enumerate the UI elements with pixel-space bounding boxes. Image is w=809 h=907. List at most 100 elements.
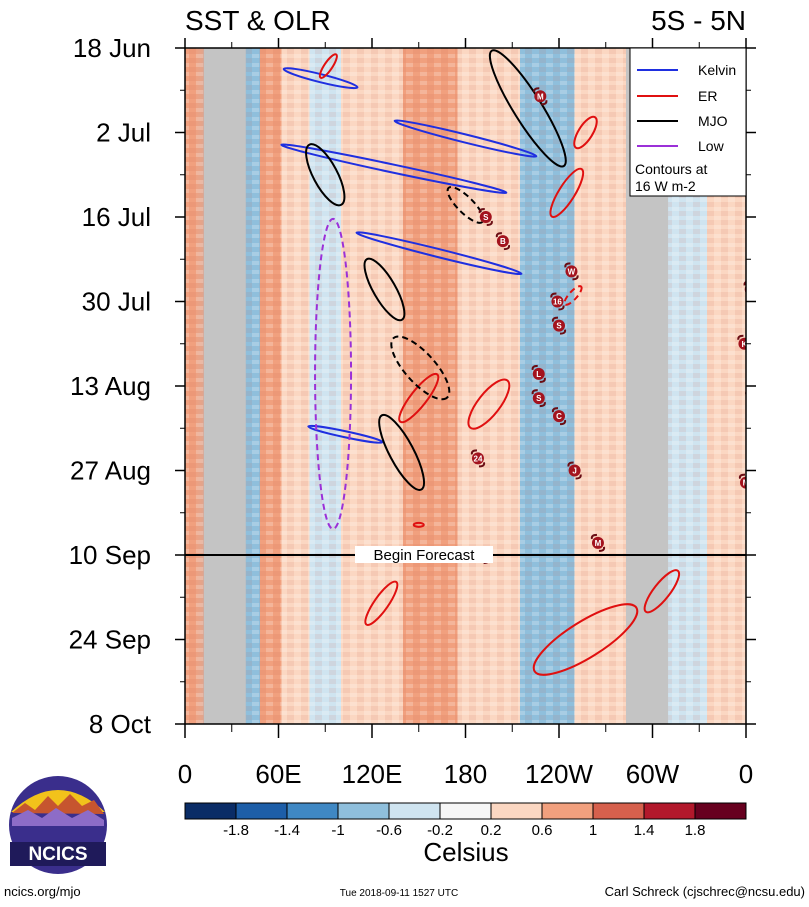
footer-site: ncics.org/mjo: [4, 884, 81, 899]
storm-label: O: [772, 515, 778, 524]
storm-label: L: [536, 370, 541, 379]
footer-author: Carl Schreck (cjschrec@ncsu.edu): [605, 884, 805, 899]
er-contour: [467, 378, 511, 430]
y-tick-label: 27 Aug: [70, 456, 151, 486]
storm-label: W: [568, 267, 576, 276]
colorbar-swatch: [643, 802, 696, 820]
storm-arm-icon: [551, 316, 559, 322]
kelvin-contour: [282, 67, 359, 90]
logo-text: NCICS: [28, 844, 87, 865]
colorbar-tick-label: -0.6: [376, 822, 402, 839]
storm-arm-icon: [777, 523, 782, 527]
storm-marker: J: [801, 330, 809, 346]
er-contour: [412, 521, 425, 528]
er-contour: [549, 167, 585, 218]
storm-label: J: [805, 334, 809, 343]
storm-label: S: [556, 322, 562, 331]
storm-arm-icon: [533, 87, 540, 93]
storm-icon: [479, 211, 492, 223]
colorbar-tick-label: 0.6: [532, 822, 553, 839]
storm-arm-icon: [738, 473, 746, 479]
colorbar-unit: Celsius: [423, 837, 508, 867]
storm-marker: N: [768, 487, 780, 503]
forecast-label: Begin Forecast: [374, 547, 476, 564]
storm-arm-icon: [752, 293, 757, 297]
colorbar-swatch: [235, 802, 288, 820]
x-tick-label: 0: [739, 759, 753, 789]
storm-icon: [496, 235, 509, 248]
colorbar-tick-label: 1.8: [685, 822, 706, 839]
er-contour: [573, 115, 598, 150]
storm-marker: M: [590, 533, 606, 552]
series-low: [314, 217, 353, 530]
low-contour: [314, 217, 353, 530]
colorbar-swatch: [184, 802, 237, 820]
storm-marker: K: [737, 334, 746, 353]
x-axis: 0 60E 120E 180 120W 60W 0: [178, 38, 753, 789]
storm-arm-icon: [567, 461, 574, 467]
y-tick-label: 30 Jul: [82, 287, 151, 317]
storm-label: 24: [474, 454, 483, 463]
legend-note-line1: Contours at: [635, 161, 707, 177]
storm-label: G: [748, 285, 754, 294]
storm-marker: L: [745, 390, 758, 406]
storm-icon: [532, 392, 545, 405]
storm-label: J: [572, 467, 576, 476]
legend-label-er: ER: [698, 88, 717, 104]
storm-arm-icon: [801, 330, 806, 334]
er-contour: [563, 285, 583, 306]
storm-arm-icon: [775, 499, 780, 503]
storm-arm-icon: [559, 329, 567, 335]
kelvin-contour: [280, 143, 508, 194]
y-tick-label: 16 Jul: [82, 202, 151, 232]
storm-icon: [746, 392, 758, 404]
storm-icon: [532, 367, 545, 380]
storm-marker: O: [769, 511, 781, 527]
storm-arm-icon: [551, 407, 559, 413]
storm-label: S: [536, 394, 542, 403]
storm-arm-icon: [753, 402, 758, 406]
storm-label: M: [537, 92, 544, 101]
storm-arm-icon: [575, 474, 582, 480]
colorbar-swatch: [592, 802, 645, 820]
storm-arm-icon: [737, 334, 744, 340]
storm-arm-icon: [564, 262, 571, 268]
storm-label: E: [796, 98, 802, 107]
colorbar-tick-label: 1.4: [634, 822, 655, 839]
storm-marker: S: [551, 316, 567, 335]
er-contour: [364, 580, 399, 626]
mjo-contour: [305, 143, 346, 207]
storm-icon: [738, 337, 746, 350]
storm-arm-icon: [470, 449, 478, 455]
storm-marker: M: [533, 87, 548, 106]
storm-icon: [748, 543, 760, 555]
storm-label: C: [556, 412, 562, 421]
storm-arm-icon: [747, 487, 752, 491]
storm-marker: L: [531, 364, 546, 383]
er-contour: [398, 372, 440, 424]
region-label: 5S - 5N: [651, 5, 746, 36]
series-er: [318, 53, 681, 676]
legend-label-low: Low: [698, 138, 725, 154]
legend-note-line2: 16 W m-2: [635, 178, 696, 194]
y-tick-label: 18 Jun: [73, 33, 151, 63]
kelvin-contour: [355, 231, 523, 276]
er-contour: [318, 53, 338, 79]
er-contour: [643, 569, 681, 614]
storm-icon: [551, 295, 564, 308]
x-tick-label: 120E: [342, 759, 403, 789]
storm-arm-icon: [558, 305, 565, 311]
storm-arm-icon: [478, 462, 486, 468]
storm-icon: [740, 476, 746, 489]
legend-label-kelvin: Kelvin: [698, 62, 736, 78]
storm-marker: S: [478, 208, 493, 226]
x-tick-label: 120W: [525, 759, 593, 789]
storm-marker: C: [551, 407, 567, 426]
storm-icon: [553, 410, 565, 423]
storm-arm-icon: [768, 487, 773, 491]
storm-marker: M: [738, 473, 752, 491]
colorbar-swatch: [694, 802, 747, 820]
colorbar-tick-label: -1.4: [274, 822, 300, 839]
x-tick-label: 60E: [255, 759, 301, 789]
storm-label: L: [750, 394, 755, 403]
